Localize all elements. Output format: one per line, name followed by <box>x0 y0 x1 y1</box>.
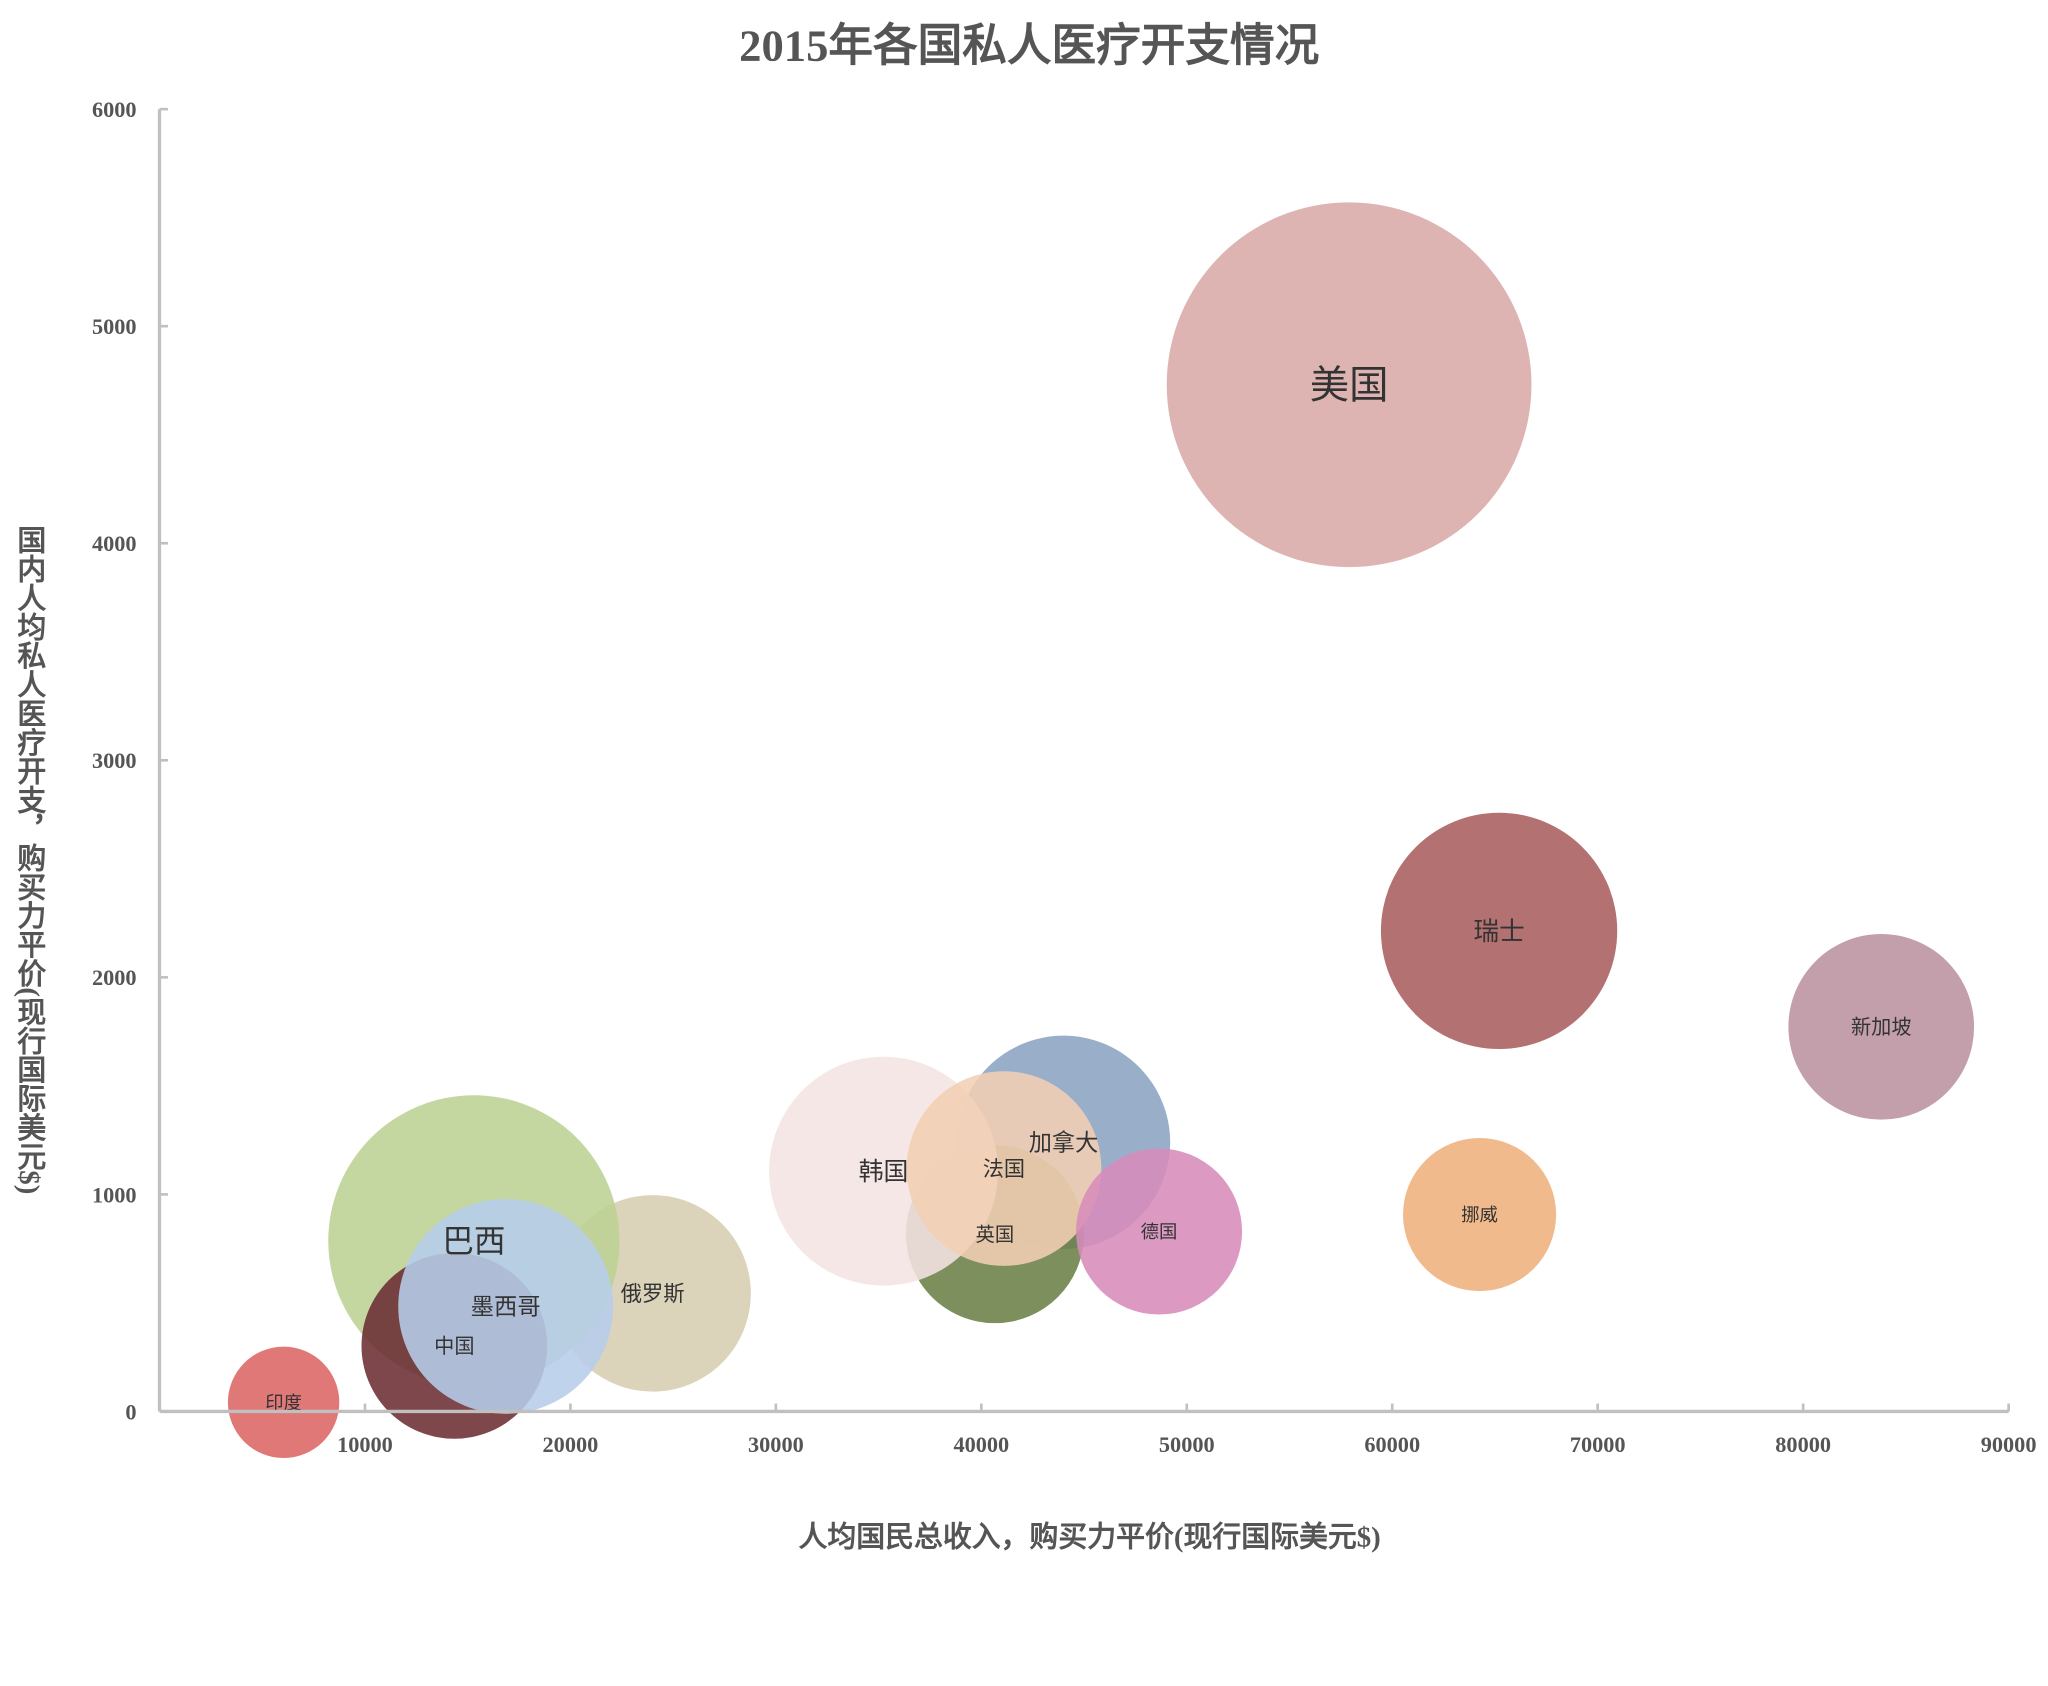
x-tick-label: 30000 <box>748 1432 804 1457</box>
bubble-挪威 <box>1403 1138 1557 1292</box>
bubble-美国 <box>1166 202 1532 568</box>
bubble-label: 俄罗斯 <box>621 1282 685 1307</box>
bubble-label: 巴西 <box>442 1224 505 1260</box>
bubble-墨西哥 <box>398 1198 614 1414</box>
bubble-法国 <box>906 1071 1102 1266</box>
y-tick-label: 1000 <box>92 1182 137 1207</box>
y-tick-label: 6000 <box>92 97 137 122</box>
bubble-label: 法国 <box>983 1156 1025 1181</box>
x-tick-label: 10000 <box>337 1432 393 1457</box>
y-tick-label: 4000 <box>92 531 137 556</box>
y-tick-label: 3000 <box>92 748 137 773</box>
chart-title: 2015年各国私人医疗开支情况 <box>739 21 1319 71</box>
x-tick-label: 80000 <box>1775 1432 1831 1457</box>
x-axis-label: 人均国民总收入，购买力平价(现行国际美元$) <box>798 1521 1380 1554</box>
bubble-瑞士 <box>1380 812 1618 1050</box>
x-tick-label: 20000 <box>543 1432 599 1457</box>
y-tick-label: 2000 <box>92 965 137 990</box>
y-tick-label: 0 <box>125 1399 136 1424</box>
bubble-label: 美国 <box>1310 363 1389 409</box>
ticks: 10000 20000 30000 40000 50000 60000 70000 80000… <box>92 97 2037 1457</box>
bubble-印度 <box>227 1346 340 1459</box>
bubble-德国 <box>1076 1148 1243 1315</box>
bubble-label: 印度 <box>265 1393 302 1414</box>
bubble-label: 瑞士 <box>1473 917 1524 947</box>
bubble-label: 德国 <box>1141 1222 1178 1243</box>
bubble-label: 挪威 <box>1461 1205 1498 1226</box>
bubble-label: 中国 <box>434 1334 474 1358</box>
y-tick-label: 5000 <box>92 314 137 339</box>
x-tick-label: 40000 <box>953 1432 1009 1457</box>
bubble-label: 新加坡 <box>1851 1015 1912 1039</box>
x-tick-label: 70000 <box>1570 1432 1626 1457</box>
bubble-label: 韩国 <box>859 1157 909 1186</box>
x-tick-label: 60000 <box>1364 1432 1420 1457</box>
x-tick-label: 50000 <box>1159 1432 1215 1457</box>
y-axis-label: 国内人均私人医疗开支，购买力平价(现行国际美元$) <box>13 525 47 1194</box>
bubble-label: 加拿大 <box>1029 1129 1099 1156</box>
bubble-label: 墨西哥 <box>471 1293 541 1321</box>
bubble-新加坡 <box>1788 934 1975 1120</box>
x-tick-label: 90000 <box>1981 1432 2037 1457</box>
bubble-label: 英国 <box>976 1223 1015 1246</box>
